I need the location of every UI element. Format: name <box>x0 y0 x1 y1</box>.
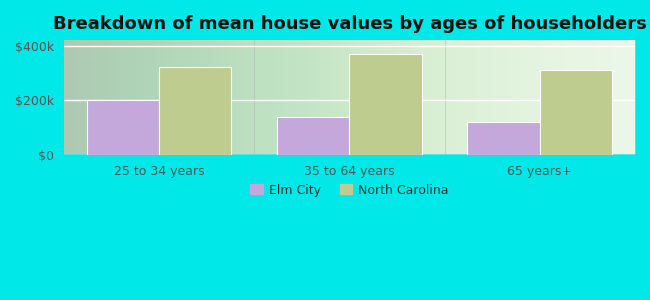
Bar <box>159 68 231 155</box>
Legend: Elm City, North Carolina: Elm City, North Carolina <box>245 178 454 202</box>
Bar <box>86 100 159 155</box>
Bar <box>467 122 540 155</box>
Bar <box>350 54 422 155</box>
Bar <box>277 117 350 155</box>
Bar <box>540 70 612 155</box>
Title: Breakdown of mean house values by ages of householders: Breakdown of mean house values by ages o… <box>53 15 646 33</box>
